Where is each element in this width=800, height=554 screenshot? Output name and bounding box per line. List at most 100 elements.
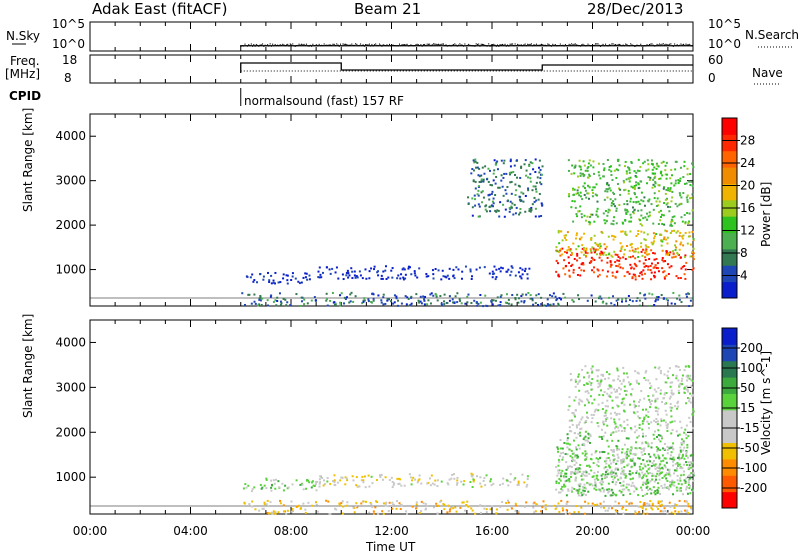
velocity-data-cell bbox=[683, 458, 685, 460]
power-data-cell bbox=[559, 255, 561, 257]
velocity-data-cell bbox=[617, 460, 619, 462]
power-data-cell bbox=[499, 201, 501, 203]
velocity-data-cell bbox=[655, 378, 657, 380]
power-data-cell bbox=[571, 253, 573, 255]
power-data-cell bbox=[547, 303, 549, 305]
power-data-cell bbox=[558, 231, 560, 233]
velocity-data-cell bbox=[319, 486, 321, 488]
nsky-noise-mark bbox=[275, 44, 276, 45]
velocity-data-cell bbox=[302, 503, 304, 505]
velocity-data-cell bbox=[626, 486, 628, 488]
power-data-cell bbox=[612, 200, 614, 202]
power-data-cell bbox=[663, 202, 665, 204]
nsky-noise-mark bbox=[427, 44, 428, 45]
velocity-data-cell bbox=[683, 470, 685, 472]
power-data-cell bbox=[597, 208, 599, 210]
power-data-cell bbox=[685, 293, 687, 295]
power-data-cell bbox=[652, 169, 654, 171]
velocity-data-cell bbox=[479, 476, 481, 478]
nsky-noise-mark bbox=[621, 45, 622, 46]
velocity-data-cell bbox=[607, 388, 609, 390]
velocity-data-cell bbox=[663, 397, 665, 399]
power-data-cell bbox=[511, 265, 513, 267]
power-data-cell bbox=[492, 276, 494, 278]
velocity-data-cell bbox=[391, 502, 393, 504]
velocity-data-cell bbox=[638, 473, 640, 475]
power-data-cell bbox=[472, 206, 474, 208]
power-data-cell bbox=[630, 198, 632, 200]
velocity-data-cell bbox=[319, 483, 321, 485]
power-data-cell bbox=[650, 249, 652, 251]
power-data-cell bbox=[651, 159, 653, 161]
velocity-data-cell bbox=[602, 394, 604, 396]
power-data-cell bbox=[631, 277, 633, 279]
velocity-data-cell bbox=[685, 477, 687, 479]
velocity-data-cell bbox=[628, 381, 630, 383]
power-data-cell bbox=[405, 274, 407, 276]
power-data-cell bbox=[617, 169, 619, 171]
nsky-noise-mark bbox=[570, 44, 571, 45]
power-data-cell bbox=[553, 292, 555, 294]
power-data-cell bbox=[547, 298, 549, 300]
velocity-data-cell bbox=[472, 478, 474, 480]
nsky-noise-mark bbox=[482, 44, 483, 45]
velocity-data-cell bbox=[679, 369, 681, 371]
velocity-data-cell bbox=[373, 513, 375, 515]
power-data-cell bbox=[511, 207, 513, 209]
nsky-noise-mark bbox=[446, 44, 447, 45]
velocity-data-cell bbox=[280, 502, 282, 504]
power-data-cell bbox=[578, 245, 580, 247]
velocity-data-cell bbox=[615, 472, 617, 474]
velocity-data-cell bbox=[436, 485, 438, 487]
power-data-cell bbox=[437, 299, 439, 301]
velocity-data-cell bbox=[424, 508, 426, 510]
power-data-cell bbox=[639, 219, 641, 221]
power-data-cell bbox=[668, 252, 670, 254]
nsky-noise-mark bbox=[545, 45, 546, 46]
nsky-noise-mark bbox=[310, 45, 311, 46]
power-data-cell bbox=[628, 304, 630, 306]
velocity-data-cell bbox=[613, 379, 615, 381]
power-data-cell bbox=[687, 173, 689, 175]
velocity-data-cell bbox=[678, 483, 680, 485]
nsky-noise-mark bbox=[461, 44, 462, 45]
power-data-cell bbox=[580, 172, 582, 174]
power-data-cell bbox=[538, 171, 540, 173]
power-data-cell bbox=[535, 294, 537, 296]
velocity-data-cell bbox=[354, 511, 356, 513]
power-data-cell bbox=[596, 253, 598, 255]
nsky-noise-mark bbox=[655, 45, 656, 46]
power-data-cell bbox=[415, 293, 417, 295]
power-data-cell bbox=[614, 304, 616, 306]
velocity-data-cell bbox=[449, 508, 451, 510]
velocity-data-cell bbox=[692, 467, 694, 469]
power-data-cell bbox=[629, 201, 631, 203]
velocity-data-cell bbox=[379, 476, 381, 478]
nsky-noise-mark bbox=[608, 45, 609, 46]
nsky-noise-mark bbox=[512, 43, 513, 44]
power-data-cell bbox=[290, 279, 292, 281]
velocity-data-cell bbox=[421, 501, 423, 503]
velocity-data-cell bbox=[661, 504, 663, 506]
velocity-data-cell bbox=[665, 381, 667, 383]
velocity-data-cell bbox=[655, 421, 657, 423]
velocity-data-cell bbox=[646, 479, 648, 481]
nsky-noise-mark bbox=[398, 45, 399, 46]
power-data-cell bbox=[658, 190, 660, 192]
power-data-cell bbox=[670, 232, 672, 234]
velocity-data-cell bbox=[258, 510, 260, 512]
velocity-data-cell bbox=[566, 446, 568, 448]
nsky-noise-mark bbox=[501, 44, 502, 45]
velocity-data-cell bbox=[616, 368, 618, 370]
velocity-data-cell bbox=[625, 394, 627, 396]
velocity-data-cell bbox=[661, 500, 663, 502]
power-data-cell bbox=[639, 300, 641, 302]
velocity-data-cell bbox=[650, 446, 652, 448]
velocity-data-cell bbox=[603, 501, 605, 503]
velocity-data-cell bbox=[657, 487, 659, 489]
velocity-data-cell bbox=[639, 417, 641, 419]
power-colorbar-segment bbox=[722, 265, 737, 282]
velocity-data-cell bbox=[658, 474, 660, 476]
velocity-data-cell bbox=[621, 425, 623, 427]
velocity-data-cell bbox=[578, 511, 580, 513]
